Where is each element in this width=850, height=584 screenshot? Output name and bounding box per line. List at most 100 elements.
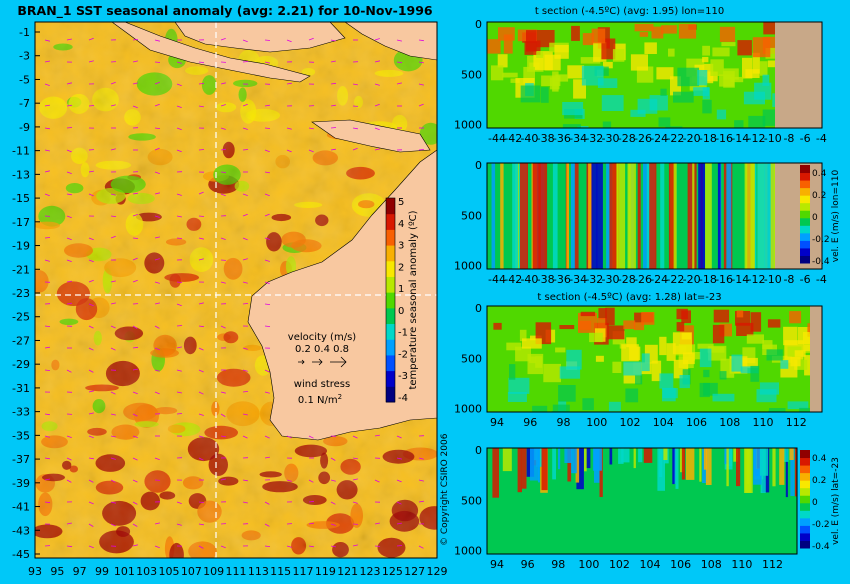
section-title: t section (-4.5ºC) (avg: 1.95) lon=110 — [535, 6, 724, 17]
section-cell — [795, 350, 806, 357]
wind-arrow — [265, 128, 270, 129]
section-cell — [660, 89, 666, 96]
section-colorbar-tick: -0.2 — [812, 235, 830, 245]
section-colorbar-label: vel. E (m/s) lon=110 — [831, 170, 841, 263]
map-colorbar-tick: -1 — [398, 328, 408, 339]
section-cell — [702, 100, 711, 114]
section-cell — [593, 448, 602, 471]
section-cell — [789, 311, 801, 323]
map-lon-tick-label: 111 — [226, 565, 247, 578]
section-cell — [492, 163, 496, 269]
section-cell — [688, 163, 697, 269]
section-x-tick: -6 — [800, 132, 811, 145]
section-cell — [747, 334, 764, 343]
section-cell — [638, 448, 642, 462]
section-colorbar-swatch — [800, 495, 810, 503]
map-lat-tick-label: -33 — [12, 406, 30, 419]
section-y-tick: 0 — [475, 159, 482, 172]
section-colorbar-swatch — [800, 225, 810, 233]
map-colorbar-swatch — [386, 324, 395, 340]
section-cell — [631, 54, 648, 70]
section-bathymetry — [775, 22, 822, 128]
section-x-tick: 98 — [551, 558, 565, 571]
section-y-tick: 0 — [475, 302, 482, 315]
map-lat-tick-label: -27 — [12, 334, 30, 347]
section-cell — [562, 102, 583, 115]
wind-arrow — [199, 216, 204, 217]
section-y-tick: 500 — [461, 494, 482, 507]
section-cell — [723, 71, 735, 88]
section-cell — [718, 163, 721, 269]
map-lon-tick-label: 129 — [427, 565, 448, 578]
section-cell — [518, 448, 522, 492]
section-cell — [676, 448, 679, 489]
wind-arrow — [177, 326, 182, 327]
section-cell — [578, 321, 591, 330]
section-cell — [783, 327, 798, 345]
section-x-tick: 102 — [609, 558, 630, 571]
section-cell — [542, 448, 548, 490]
map-lat-tick-label: -11 — [12, 145, 30, 158]
section-cell — [673, 332, 692, 354]
section-cell — [737, 310, 744, 317]
section-cell — [744, 92, 765, 105]
section-cell — [659, 373, 673, 388]
section-cell — [712, 48, 729, 57]
section-cell — [552, 448, 556, 479]
section-cell — [492, 448, 499, 498]
section-cell — [610, 448, 613, 465]
section-cell — [571, 26, 580, 41]
section-cell — [630, 110, 645, 117]
section-cell — [503, 73, 518, 78]
section-panel-t-lat: t section (-4.5ºC) (avg: 1.28) lat=-2305… — [454, 292, 840, 429]
section-colorbar-tick: 0.2 — [812, 476, 826, 486]
section-colorbar-swatch — [800, 195, 810, 203]
section-cell — [634, 448, 636, 468]
map-lat-tick-label: -37 — [12, 453, 30, 466]
section-x-tick: 102 — [620, 416, 641, 429]
section-cell — [567, 65, 584, 78]
section-cell — [668, 49, 675, 57]
section-y-tick: 1000 — [454, 119, 482, 132]
section-cell — [673, 92, 694, 103]
map-lat-tick-label: -31 — [12, 382, 30, 395]
section-y-tick: 500 — [461, 209, 482, 222]
section-cell — [750, 366, 759, 382]
section-cell — [582, 398, 594, 410]
section-title: t section (-4.5ºC) (avg: 1.28) lat=-23 — [537, 292, 721, 303]
wind-arrow — [133, 238, 138, 239]
section-cell — [575, 163, 579, 269]
section-x-tick: -10 — [764, 132, 782, 145]
section-cell — [705, 163, 712, 269]
section-cell — [500, 163, 503, 269]
section-cell — [747, 448, 750, 484]
section-cell — [641, 312, 654, 325]
section-cell — [609, 402, 621, 412]
section-colorbar-tick: 0.4 — [812, 454, 827, 464]
section-cell — [642, 353, 650, 371]
section-cell — [592, 29, 606, 44]
section-cell — [644, 448, 653, 463]
section-colorbar-swatch — [800, 533, 810, 541]
section-cell — [748, 116, 765, 131]
section-cell — [640, 32, 648, 37]
section-cell — [710, 59, 723, 76]
section-cell — [702, 57, 708, 62]
section-y-tick: 0 — [475, 18, 482, 31]
section-cell — [659, 337, 666, 355]
section-cell — [669, 163, 674, 269]
wind-scale: 0.1 N/m2 — [298, 393, 342, 406]
section-cell — [745, 163, 748, 269]
section-cell — [680, 375, 690, 388]
map-lat-tick-label: -5 — [19, 73, 30, 86]
map-colorbar-swatch — [386, 276, 395, 292]
section-colorbar-swatch — [800, 503, 810, 511]
section-cell — [617, 163, 625, 269]
section-cell — [571, 448, 577, 473]
section-cell — [672, 448, 674, 484]
map-lat-tick-label: -25 — [12, 311, 30, 324]
section-colorbar-swatch — [800, 248, 810, 256]
map-colorbar-swatch — [386, 355, 395, 371]
section-cell — [522, 338, 542, 348]
